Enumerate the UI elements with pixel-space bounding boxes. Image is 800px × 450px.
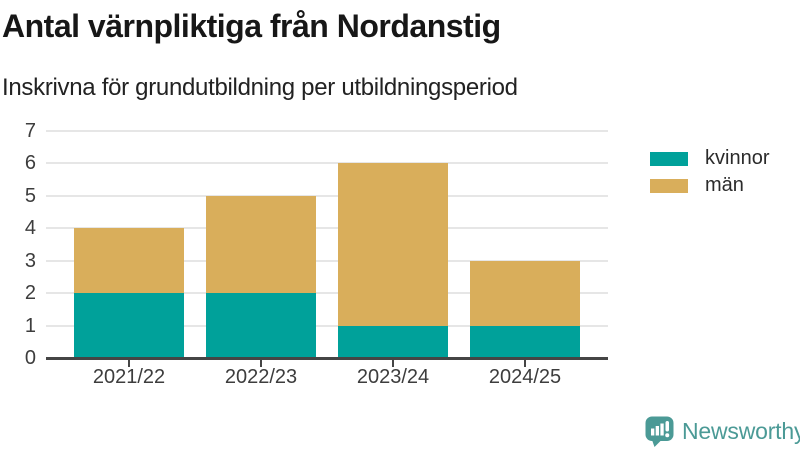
x-axis-label-2023/24: 2023/24 [356, 366, 430, 388]
y-axis-label-6: 6 [24, 152, 36, 175]
chart-title: Antal värnpliktiga från Nordanstig [2, 8, 501, 44]
gridline-y7 [46, 130, 608, 132]
bar-segment-män-2024/25 [470, 260, 580, 326]
bar-segment-kvinnor-2023/24 [338, 325, 448, 358]
gridline-y3 [46, 259, 608, 262]
legend-item-män: män [650, 172, 769, 199]
x-axis-baseline [46, 357, 608, 360]
bar-segment-kvinnor-2022/23 [206, 293, 316, 358]
legend-label-kvinnor: kvinnor [705, 147, 770, 169]
y-axis-label-3: 3 [24, 249, 36, 272]
y-axis-label-2: 2 [24, 282, 36, 305]
y-axis-label-5: 5 [24, 184, 36, 207]
bar-segment-män-2023/24 [338, 163, 448, 326]
x-axis-tick-2021/22 [128, 360, 130, 367]
x-axis-label-2022/23: 2022/23 [224, 366, 298, 388]
legend-item-kvinnor: kvinnor [650, 145, 769, 172]
x-axis-label-2021/22: 2021/22 [92, 366, 166, 388]
legend: kvinnor män [650, 145, 769, 199]
gridline-y6 [46, 162, 608, 165]
legend-label-män: män [705, 174, 744, 196]
x-axis-tick-2023/24 [392, 360, 394, 367]
bar-segment-kvinnor-2024/25 [470, 325, 580, 358]
gridline-y1 [46, 324, 608, 327]
legend-swatch-män [650, 178, 688, 193]
y-axis-label-0: 0 [24, 347, 36, 369]
gridline-y2 [46, 292, 608, 295]
newsworthy-logo: Newsworthy [645, 416, 800, 447]
bar-segment-kvinnor-2021/22 [74, 293, 184, 358]
gridline-y5 [46, 194, 608, 197]
y-axis-label-1: 1 [24, 314, 36, 337]
gridline-y4 [46, 227, 608, 230]
x-axis-tick-2024/25 [524, 360, 526, 367]
chart-subtitle: Inskrivna för grundutbildning per utbild… [2, 74, 518, 101]
bar-segment-män-2021/22 [74, 228, 184, 294]
y-axis-label-7: 7 [24, 120, 36, 142]
x-axis-label-2024/25: 2024/25 [488, 366, 562, 388]
newsworthy-logo-text: Newsworthy [682, 418, 800, 444]
x-axis-tick-2022/23 [260, 360, 262, 367]
y-axis-label-4: 4 [24, 217, 36, 240]
newsworthy-logo-icon [645, 416, 674, 447]
legend-swatch-kvinnor [650, 151, 688, 166]
bar-segment-män-2022/23 [206, 195, 316, 294]
